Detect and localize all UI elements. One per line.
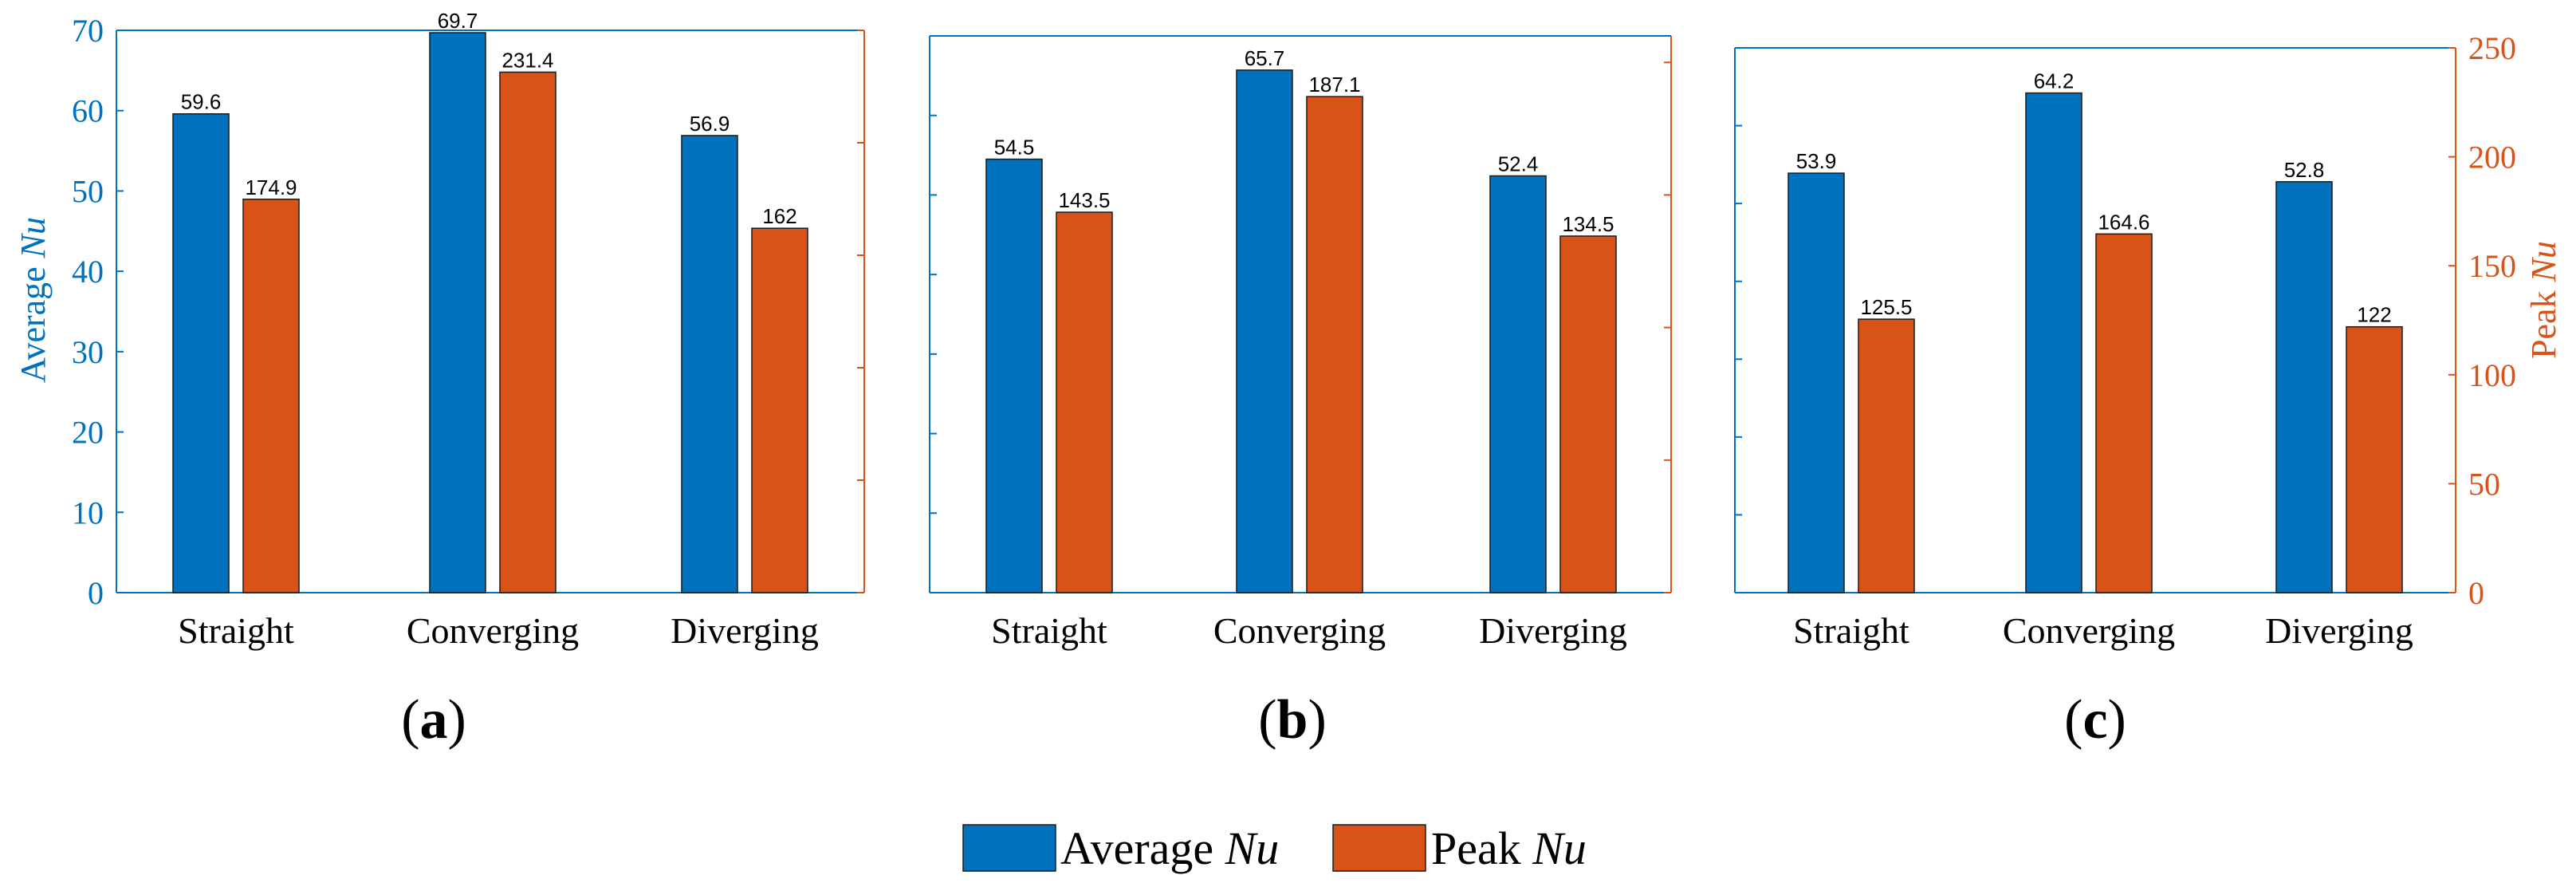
left-axis-label: Average Nu: [14, 217, 53, 383]
right-tick-label: 250: [2468, 30, 2516, 66]
bar-peak-converging: [2095, 233, 2153, 593]
bar-average-straight: [985, 158, 1043, 593]
data-label-average: 64.2: [2034, 69, 2075, 93]
left-tick-label: 0: [88, 575, 104, 611]
data-label-peak: 125.5: [1860, 295, 1912, 319]
category-label: Straight: [178, 610, 294, 651]
data-label-average: 52.4: [1498, 152, 1539, 175]
bar-peak-converging: [499, 71, 556, 593]
left-tick-label: 70: [72, 13, 104, 49]
right-axis-label: Peak Nu: [2524, 241, 2563, 359]
data-label-average: 56.9: [690, 112, 730, 136]
chart-panel-a: 0 10 20 30 40 50 60 70 59.6 174.9 Straight 69.7 231.…: [72, 9, 865, 751]
right-tick-label: 200: [2468, 140, 2516, 175]
data-label-average: 54.5: [994, 136, 1035, 160]
bar-average-converging: [2025, 92, 2082, 593]
data-label-peak: 162: [762, 204, 796, 228]
bar-peak-straight: [1056, 211, 1113, 593]
left-tick-label: 10: [72, 495, 104, 530]
panel-label: (a): [401, 689, 466, 751]
data-label-peak: 122: [2357, 303, 2391, 327]
bar-peak-diverging: [1559, 235, 1617, 593]
category-label: Diverging: [2265, 610, 2413, 651]
data-label-average: 69.7: [438, 9, 478, 33]
data-label-average: 52.8: [2284, 158, 2325, 182]
panels: 0 10 20 30 40 50 60 70 59.6 174.9 Straight 69.7 231.…: [72, 9, 2516, 751]
legend: Average Nu Peak Nu: [962, 822, 1587, 874]
data-label-peak: 134.5: [1562, 212, 1614, 236]
data-label-average: 65.7: [1245, 46, 1285, 70]
left-tick-label: 30: [72, 334, 104, 370]
bar-average-converging: [429, 32, 486, 593]
left-tick-label: 60: [72, 93, 104, 129]
data-label-peak: 231.4: [501, 48, 553, 72]
bar-average-straight: [1787, 172, 1845, 593]
data-label-peak: 143.5: [1058, 188, 1110, 212]
bar-average-diverging: [2275, 181, 2333, 593]
data-label-peak: 164.6: [2098, 210, 2149, 234]
data-label-average: 59.6: [181, 90, 222, 114]
bar-peak-converging: [1306, 96, 1363, 593]
bar-peak-straight: [242, 199, 300, 593]
category-label: Converging: [1213, 610, 1386, 651]
data-label-peak: 174.9: [245, 175, 297, 199]
bar-average-converging: [1236, 69, 1293, 593]
right-tick-label: 150: [2468, 248, 2516, 284]
right-tick-label: 100: [2468, 357, 2516, 393]
left-tick-label: 40: [72, 254, 104, 290]
bar-average-diverging: [1489, 175, 1547, 593]
panel-label: (c): [2064, 689, 2126, 751]
chart-panel-b: 54.5 143.5 Straight 65.7 187.1 Converging 52.4…: [929, 35, 1672, 751]
panel-label: (b): [1258, 689, 1327, 751]
legend-label-peak: Peak Nu: [1431, 822, 1587, 874]
data-label-peak: 187.1: [1308, 73, 1360, 97]
bar-average-straight: [172, 112, 230, 593]
bar-peak-straight: [1858, 318, 1915, 593]
legend-label-average: Average Nu: [1060, 822, 1279, 874]
bar-peak-diverging: [2346, 325, 2403, 593]
right-tick-label: 50: [2468, 466, 2500, 502]
category-label: Converging: [2003, 610, 2175, 651]
category-label: Diverging: [1479, 610, 1627, 651]
category-label: Straight: [1793, 610, 1909, 651]
chart-panel-c: 0 50 100 150 200 250 53.9 125.5 Straight 64.2 164.…: [1734, 30, 2516, 751]
legend-swatch-peak: [1332, 824, 1426, 872]
right-tick-label: 0: [2468, 575, 2484, 611]
left-tick-label: 50: [72, 173, 104, 209]
legend-swatch-average: [962, 824, 1056, 872]
data-label-average: 53.9: [1796, 149, 1837, 173]
category-label: Diverging: [671, 610, 819, 651]
left-tick-label: 20: [72, 415, 104, 451]
category-label: Straight: [991, 610, 1107, 651]
bar-average-diverging: [681, 135, 738, 593]
category-label: Converging: [407, 610, 579, 651]
bar-peak-diverging: [751, 227, 808, 593]
